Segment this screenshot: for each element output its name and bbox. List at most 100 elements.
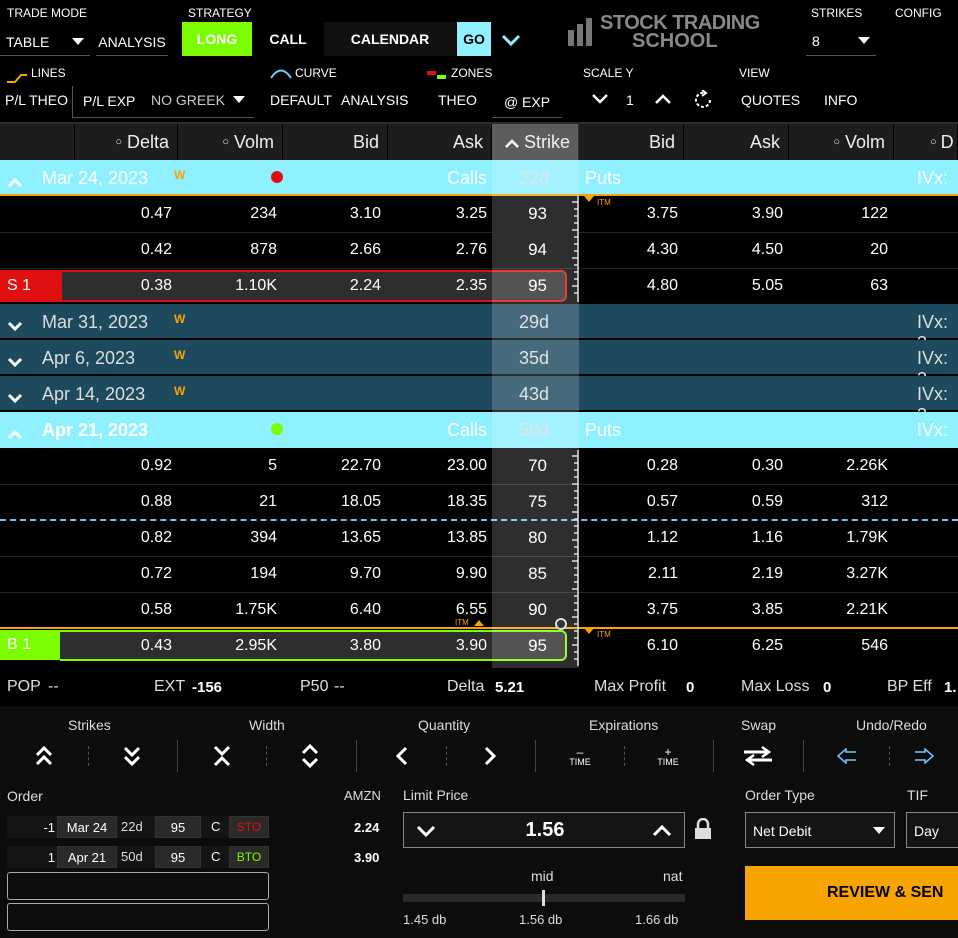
put-ask-cell[interactable]: 4.50 (751, 241, 783, 258)
empty-leg-slot[interactable] (7, 903, 269, 931)
call-button[interactable]: CALL (254, 22, 322, 56)
bid-cell[interactable]: 18.05 (340, 493, 381, 510)
strikes-dropdown[interactable]: 8 (806, 26, 876, 56)
time-increase-button[interactable]: + TIME (657, 744, 679, 767)
option-row[interactable]: 0.82 394 13.65 13.85 80 1.12 1.16 1.79K (0, 520, 958, 556)
ask-cell[interactable]: 6.55 (455, 601, 487, 618)
ask-cell[interactable]: 3.25 (455, 205, 487, 222)
default-tab[interactable]: DEFAULT (270, 92, 332, 108)
bid-cell[interactable]: 13.65 (340, 529, 381, 546)
leg-type[interactable]: C (211, 849, 221, 864)
strategy-chevron-down-icon[interactable] (500, 30, 522, 50)
trade-mode-dropdown[interactable]: TABLE (0, 28, 90, 56)
leg-action-sto[interactable]: STO (229, 816, 269, 838)
bid-cell[interactable]: 2.24 (349, 277, 381, 294)
order-type-dropdown[interactable]: Net Debit (745, 812, 895, 848)
lock-icon[interactable] (694, 817, 712, 840)
pl-theo-tab[interactable]: P/L THEO (5, 92, 69, 108)
bid-cell[interactable]: 6.40 (349, 601, 381, 618)
expiration-row[interactable]: Apr 21, 2023 Calls 50d Puts IVx: (0, 412, 958, 448)
expiration-row[interactable]: Mar 24, 2023 W Calls 22d Puts IVx: (0, 160, 958, 196)
bid-cell[interactable]: 9.70 (349, 565, 381, 582)
redo-button[interactable] (889, 740, 958, 772)
time-decrease-button[interactable]: – TIME (569, 744, 591, 767)
bid-cell[interactable]: 3.80 (349, 637, 381, 654)
bid-cell[interactable]: 3.10 (349, 205, 381, 222)
ask-cell[interactable]: 18.35 (446, 493, 487, 510)
option-row[interactable]: 0.92 5 22.70 23.00 70 0.28 0.30 2.26K (0, 448, 958, 484)
strike-slider-handle[interactable] (555, 618, 567, 630)
option-row[interactable]: 0.42 878 2.66 2.76 94 4.30 4.50 20 (0, 232, 958, 268)
ask-cell[interactable]: 3.90 (455, 637, 487, 654)
empty-leg-slot[interactable] (7, 872, 269, 900)
width-widen-button[interactable] (266, 740, 354, 772)
header-put-ask[interactable]: Ask (684, 124, 789, 160)
header-put-bid[interactable]: Bid (579, 124, 684, 160)
header-ask[interactable]: Ask (388, 124, 492, 160)
analysis-tab[interactable]: ANALYSIS (96, 28, 168, 56)
leg-qty[interactable]: -1 (43, 819, 55, 835)
option-row[interactable]: 0.88 21 18.05 18.35 75 0.57 0.59 312 (0, 484, 958, 520)
option-row[interactable]: 0.58 1.75K 6.40 6.55 90 3.75 3.85 2.21K (0, 592, 958, 628)
price-down-icon[interactable] (416, 824, 436, 843)
put-bid-cell[interactable]: 3.75 (646, 601, 678, 618)
theo-tab[interactable]: THEO (438, 92, 477, 108)
zones-toggle[interactable]: ZONES (451, 66, 493, 80)
reset-icon[interactable] (693, 89, 715, 110)
expiration-row[interactable]: Apr 14, 2023 W 43d IVx: 3 (0, 376, 958, 425)
header-put-volm[interactable]: ○ Volm (789, 124, 894, 160)
review-send-button[interactable]: REVIEW & SEN (745, 866, 958, 920)
analysis-view-tab[interactable]: ANALYSIS (341, 92, 409, 108)
ask-cell[interactable]: 2.35 (455, 277, 487, 294)
expiration-row[interactable]: Apr 6, 2023 W 35d IVx: 3 (0, 340, 958, 389)
long-button[interactable]: LONG (182, 22, 252, 56)
scale-up-icon[interactable] (653, 92, 673, 106)
at-exp-tab[interactable]: @ EXP (492, 86, 562, 118)
leg-action-bto[interactable]: BTO (229, 846, 269, 868)
put-ask-cell[interactable]: 0.30 (751, 457, 783, 474)
swap-button[interactable] (714, 740, 802, 772)
price-slider-handle[interactable] (542, 890, 545, 906)
tif-dropdown[interactable]: Day (906, 812, 958, 848)
put-ask-cell[interactable]: 3.85 (751, 601, 783, 618)
put-bid-cell[interactable]: 6.10 (646, 637, 678, 654)
put-ask-cell[interactable]: 6.25 (751, 637, 783, 654)
header-delta[interactable]: ○ Delta (75, 124, 178, 160)
config-button[interactable]: CONFIG (895, 6, 942, 20)
width-narrow-button[interactable] (178, 740, 266, 772)
calendar-button[interactable]: CALENDAR (324, 22, 456, 56)
ask-cell[interactable]: 2.76 (455, 241, 487, 258)
limit-price-input[interactable]: 1.56 (403, 812, 685, 848)
order-leg[interactable]: -1 Mar 24 22d 95 C STO (7, 816, 269, 838)
put-bid-cell[interactable]: 4.30 (646, 241, 678, 258)
option-row[interactable]: 0.47 234 3.10 3.25 93 3.75 3.90 122 (0, 196, 958, 232)
quotes-tab[interactable]: QUOTES (741, 92, 801, 108)
lines-toggle[interactable]: LINES (31, 66, 66, 80)
ask-cell[interactable]: 23.00 (446, 457, 487, 474)
header-put-delta[interactable]: ○ D (894, 124, 958, 160)
put-bid-cell[interactable]: 0.28 (646, 457, 678, 474)
leg-qty[interactable]: 1 (47, 849, 55, 865)
bid-cell[interactable]: 2.66 (349, 241, 381, 258)
strikes-up-button[interactable] (0, 740, 88, 772)
header-strike[interactable]: Strike (492, 124, 579, 160)
price-up-icon[interactable] (652, 824, 672, 843)
quantity-increase-button[interactable] (446, 740, 534, 772)
leg-strike[interactable]: 95 (155, 846, 201, 868)
curve-toggle[interactable]: CURVE (295, 66, 337, 80)
header-volm[interactable]: ○ Volm (178, 124, 283, 160)
put-ask-cell[interactable]: 5.05 (751, 277, 783, 294)
put-bid-cell[interactable]: 0.57 (646, 493, 678, 510)
put-ask-cell[interactable]: 2.19 (751, 565, 783, 582)
put-bid-cell[interactable]: 1.12 (646, 529, 678, 546)
option-row-selected-buy[interactable]: 0.43 2.95K 3.80 3.90 95 6.10 6.25 546 (0, 628, 958, 664)
put-ask-cell[interactable]: 0.59 (751, 493, 783, 510)
quantity-decrease-button[interactable] (358, 740, 446, 772)
expiration-row[interactable]: Mar 31, 2023 W 29d IVx: 3 (0, 304, 958, 353)
bid-cell[interactable]: 22.70 (340, 457, 381, 474)
ask-cell[interactable]: 9.90 (455, 565, 487, 582)
leg-strike[interactable]: 95 (155, 816, 201, 838)
ask-cell[interactable]: 13.85 (446, 529, 487, 546)
header-bid[interactable]: Bid (283, 124, 388, 160)
put-ask-cell[interactable]: 1.16 (751, 529, 783, 546)
